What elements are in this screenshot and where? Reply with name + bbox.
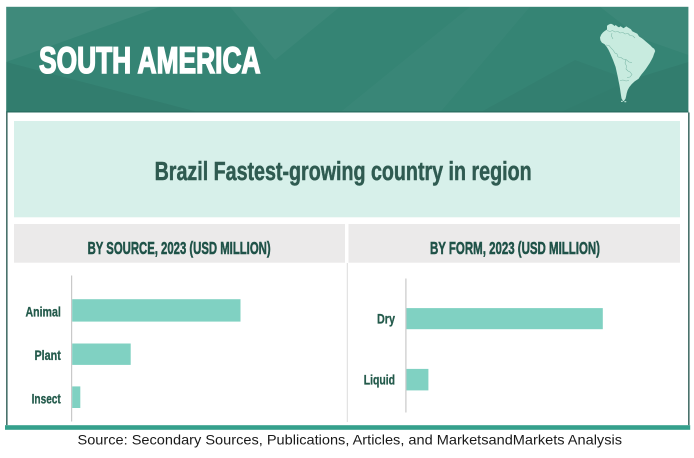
svg-text:BY FORM, 2023 (USD MILLION): BY FORM, 2023 (USD MILLION) — [430, 238, 600, 258]
svg-text:Dry: Dry — [377, 312, 395, 327]
svg-text:Insect: Insect — [32, 391, 61, 406]
svg-text:Animal: Animal — [26, 304, 61, 319]
svg-text:Plant: Plant — [35, 348, 62, 363]
svg-text:SOUTH AMERICA: SOUTH AMERICA — [39, 40, 261, 81]
svg-text:BY SOURCE, 2023 (USD MILLION): BY SOURCE, 2023 (USD MILLION) — [88, 238, 271, 258]
svg-text:Source: Secondary Sources, Pub: Source: Secondary Sources, Publications,… — [78, 432, 623, 448]
svg-text:Liquid: Liquid — [364, 373, 395, 388]
svg-text:Brazil Fastest-growing country: Brazil Fastest-growing country in region — [155, 156, 532, 186]
